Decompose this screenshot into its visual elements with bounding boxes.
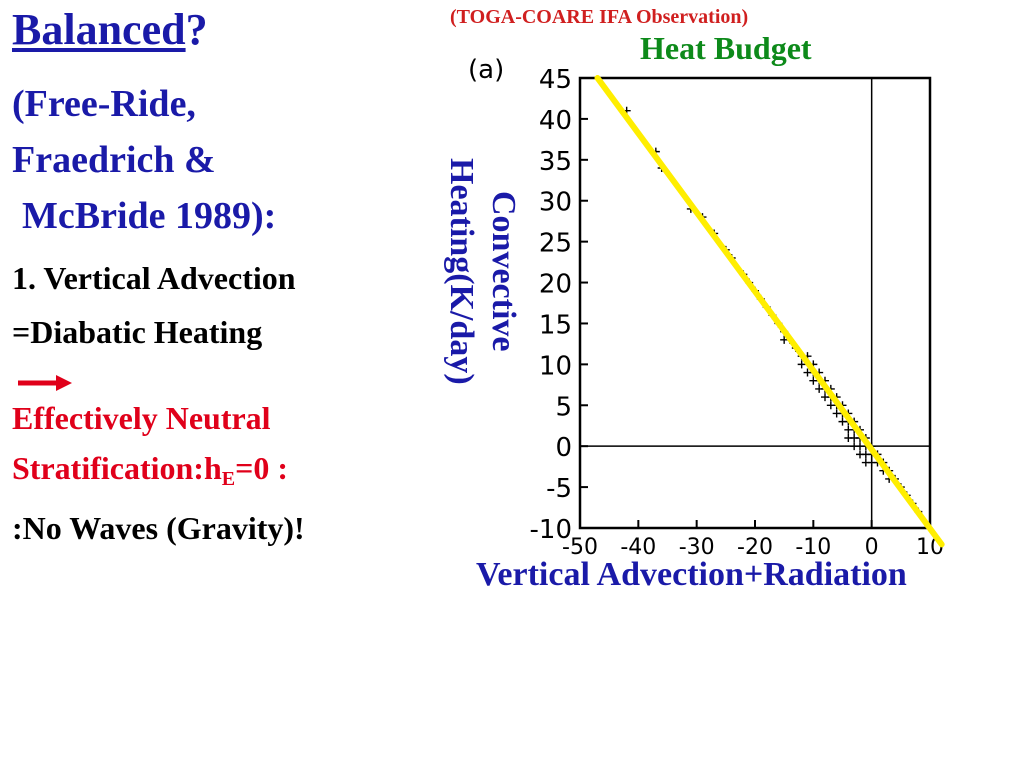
no-waves-conclusion: :No Waves (Gravity)! [12, 510, 305, 546]
x-tick-label: -40 [620, 535, 656, 560]
y-tick-label: 45 [539, 65, 572, 95]
equals-zero-text: =0 : [235, 450, 288, 486]
y-tick-label: 15 [539, 310, 572, 340]
right-arrow-icon [18, 375, 72, 391]
slide-title: Balanced? [12, 4, 208, 55]
scatter-point [797, 360, 806, 369]
subtitle-line-1: (Free-Ride, [12, 83, 196, 125]
point-line-1: 1. Vertical Advection [12, 260, 296, 296]
neutral-stratification-line-2: Stratification:hE=0 : [12, 450, 288, 491]
x-tick-label: -50 [562, 535, 598, 560]
point-line-2: =Diabatic Heating [12, 314, 263, 350]
y-tick-label: -10 [530, 515, 572, 545]
he-subscript: E [221, 468, 236, 490]
plot-frame [578, 76, 932, 530]
y-tick-label: 20 [539, 270, 572, 300]
neutral-stratification-line-1: Effectively Neutral [12, 400, 271, 436]
subtitle-line-2: Fraedrich & [12, 139, 216, 181]
heat-budget-label: Heat Budget [640, 30, 812, 66]
y-tick-label: 25 [539, 229, 572, 259]
title-suffix: ? [185, 5, 208, 54]
fit-line [594, 75, 945, 548]
y-tick-label: -5 [546, 474, 572, 504]
panel-label: (a) [468, 55, 504, 85]
y-tick-label: 10 [539, 351, 572, 381]
subtitle-line-3: McBride 1989): [22, 195, 277, 237]
x-tick-label: -20 [737, 535, 773, 560]
source-note: (TOGA-COARE IFA Observation) [450, 6, 749, 28]
stratification-text: Stratification:h [12, 450, 222, 486]
x-tick-label: 0 [865, 535, 879, 560]
x-tick-label: -30 [679, 535, 715, 560]
y-axis-label: Convective Heating(K/day) [414, 136, 524, 406]
x-tick-label: -10 [795, 535, 831, 560]
y-tick-label: 30 [539, 188, 572, 218]
y-axis-label-line-1: Convective [485, 190, 522, 352]
y-axis-label-line-2: Heating(K/day) [443, 157, 480, 385]
y-tick-label: 35 [539, 147, 572, 177]
title-word[interactable]: Balanced [12, 5, 186, 54]
x-axis-label: Vertical Advection+Radiation [476, 556, 907, 593]
y-tick-label: 5 [555, 392, 572, 422]
y-tick-label: 40 [539, 106, 572, 136]
y-tick-label: 0 [555, 433, 572, 463]
